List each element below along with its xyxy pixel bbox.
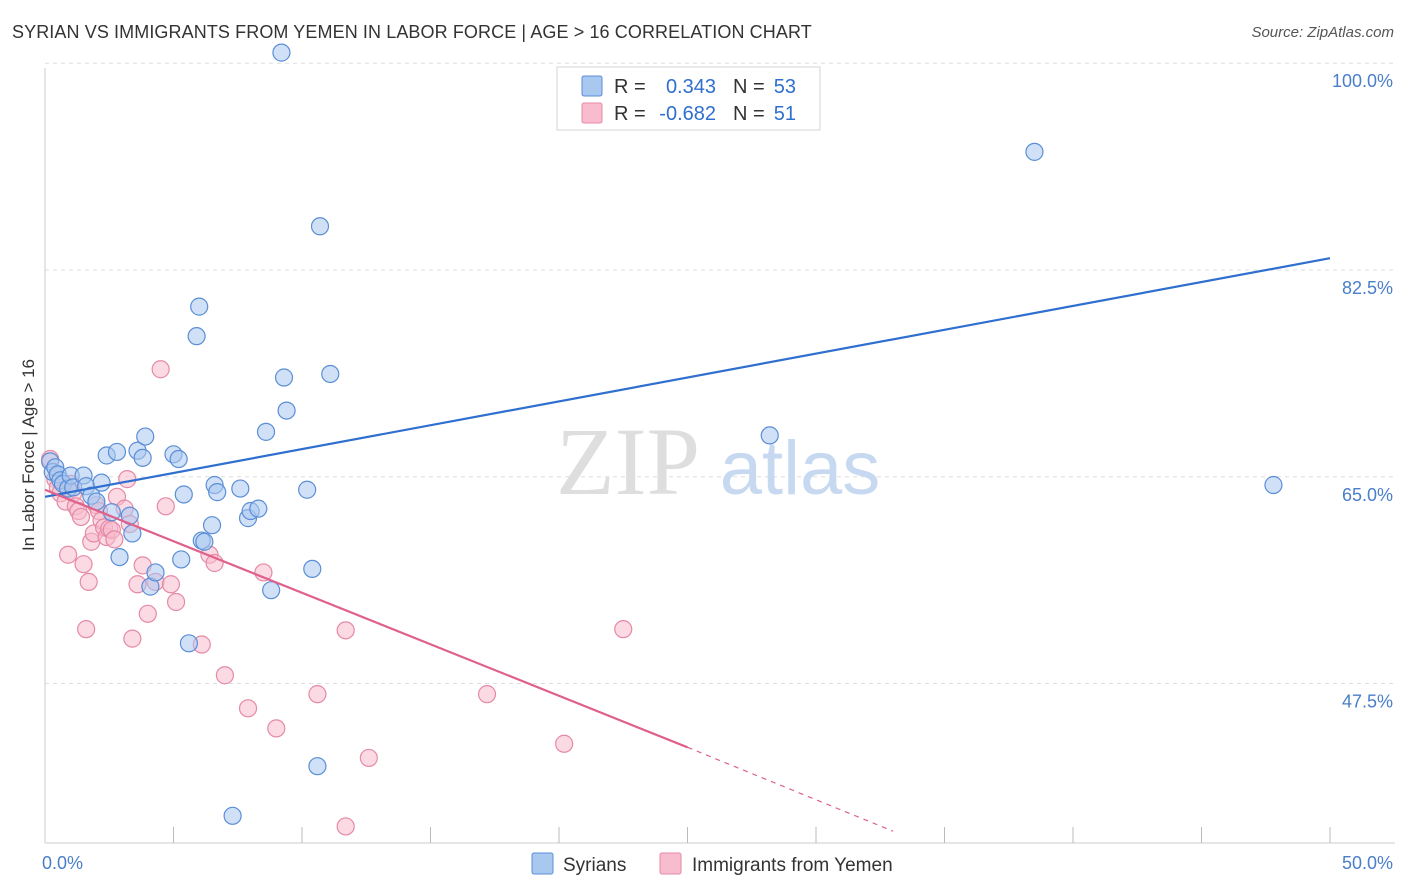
data-point <box>336 621 355 640</box>
y-tick-label: 100.0% <box>1332 71 1393 91</box>
data-point <box>277 401 296 420</box>
legend-r-value-1: 0.343 <box>666 76 716 98</box>
data-point <box>179 634 199 653</box>
x-tick-labels: 0.0% 50.0% <box>42 853 1393 873</box>
legend-r-label-2: R = <box>614 103 646 125</box>
legend-swatch-pink <box>581 102 603 124</box>
y-tick-label: 47.5% <box>1342 692 1393 712</box>
data-point <box>107 442 127 462</box>
data-point <box>110 547 129 567</box>
data-point <box>256 422 276 441</box>
data-point <box>760 426 779 445</box>
data-point <box>336 817 355 836</box>
data-point <box>105 530 124 549</box>
trend-lines <box>44 257 1331 832</box>
data-point <box>321 364 340 384</box>
data-point <box>190 297 209 316</box>
legend-r-value-2: -0.682 <box>659 103 716 125</box>
data-point <box>303 559 322 579</box>
data-point <box>274 368 294 387</box>
legend-r-label-1: R = <box>614 76 646 98</box>
data-point <box>172 550 191 569</box>
data-point <box>249 499 268 518</box>
data-point <box>231 479 250 498</box>
series-yemen-points <box>41 360 633 836</box>
y-tick-label: 82.5% <box>1342 278 1393 298</box>
data-point <box>59 545 78 564</box>
data-point <box>166 592 186 612</box>
data-point <box>118 470 137 489</box>
watermark-zip: ZIP <box>556 408 700 515</box>
data-point <box>308 685 327 704</box>
data-point <box>92 473 111 492</box>
watermark-atlas: atlas <box>720 426 881 511</box>
data-point <box>71 507 91 527</box>
x-tick-label: 0.0% <box>42 853 83 873</box>
trend-line-yemen <box>44 488 688 749</box>
gridlines <box>45 62 1395 685</box>
legend: R = 0.343 N = 53 R = -0.682 N = 51 <box>556 66 821 131</box>
legend-swatch-blue <box>581 75 603 97</box>
data-point <box>223 806 242 825</box>
legend-n-value-1: 53 <box>774 76 796 98</box>
data-point <box>262 581 281 600</box>
data-point <box>238 699 258 718</box>
data-point <box>79 572 98 592</box>
watermark: ZIP atlas <box>556 408 880 515</box>
data-point <box>267 719 286 738</box>
bottom-legend-swatch-syrians <box>531 852 554 875</box>
y-axis-label: In Labor Force | Age > 16 <box>19 359 38 551</box>
data-point <box>133 448 152 467</box>
data-point <box>195 532 214 551</box>
data-point <box>187 327 206 346</box>
data-point <box>138 604 157 623</box>
data-point <box>156 497 175 516</box>
data-point <box>208 483 227 502</box>
data-point <box>310 217 330 236</box>
y-tick-labels: 100.0% 82.5% 65.0% 47.5% <box>1332 71 1393 711</box>
legend-n-label-1: N = <box>733 76 765 98</box>
bottom-legend-swatch-yemen <box>659 852 682 875</box>
bottom-legend-label-yemen: Immigrants from Yemen <box>692 855 893 876</box>
data-point <box>1025 142 1044 161</box>
data-point <box>1264 475 1283 495</box>
data-point <box>614 620 633 639</box>
data-point <box>359 748 378 768</box>
data-point <box>151 360 170 379</box>
trend-line-syrians <box>44 257 1331 498</box>
data-point <box>136 427 155 446</box>
data-point <box>161 575 181 594</box>
data-point <box>272 43 291 62</box>
source-label: Source: ZipAtlas.com <box>1251 24 1394 41</box>
data-point <box>308 757 327 776</box>
legend-n-label-2: N = <box>733 103 765 125</box>
data-point <box>169 449 188 469</box>
data-point <box>215 666 234 685</box>
data-point <box>74 555 93 574</box>
legend-n-value-2: 51 <box>774 103 796 125</box>
data-point <box>555 734 574 753</box>
x-tick-label: 50.0% <box>1342 853 1393 873</box>
data-point <box>477 685 497 704</box>
bottom-legend-label-syrians: Syrians <box>563 855 626 876</box>
data-point <box>298 480 317 499</box>
data-point <box>146 563 165 582</box>
bottom-legend: Syrians Immigrants from Yemen <box>531 852 893 876</box>
trend-line-yemen-extension <box>687 746 894 832</box>
data-point <box>123 629 142 648</box>
y-tick-label: 65.0% <box>1342 485 1393 505</box>
data-point <box>174 485 193 504</box>
data-point <box>202 516 222 535</box>
chart-title: SYRIAN VS IMMIGRANTS FROM YEMEN IN LABOR… <box>12 22 812 42</box>
data-point <box>77 620 96 639</box>
